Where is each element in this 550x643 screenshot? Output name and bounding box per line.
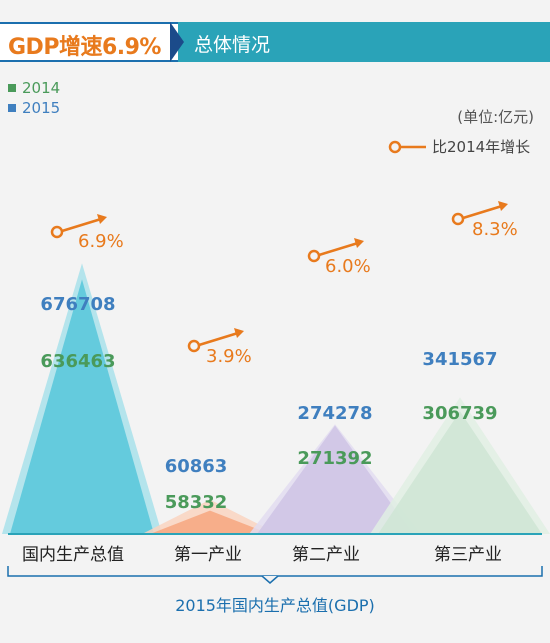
growth-pct-label: 6.9% [78, 231, 124, 252]
growth-arrow-icon [307, 238, 364, 263]
peak-2014-1 [150, 510, 270, 534]
category-label-primary: 第一产业 [174, 545, 242, 565]
footer-bracket-notch [261, 575, 279, 584]
chart-peaks [2, 263, 550, 534]
category-label-secondary: 第二产业 [292, 545, 360, 565]
value-label-2014: 306739 [422, 403, 498, 424]
value-label-2014: 58332 [164, 492, 228, 513]
header-title-box: GDP增速6.9% [0, 22, 178, 62]
growth-arrows [50, 201, 508, 353]
header-title: GDP增速6.9% [8, 35, 161, 60]
header-bar [178, 22, 550, 62]
legend-item-2015: 2015 [8, 98, 60, 118]
legend-label-2015: 2015 [22, 99, 61, 117]
value-label-2015: 274278 [297, 403, 373, 424]
peak-2014-0 [10, 279, 154, 534]
value-label-2015: 60863 [164, 456, 228, 477]
legend-swatch-2014 [8, 84, 16, 92]
footer-bracket [7, 566, 543, 577]
growth-pct-label: 3.9% [206, 346, 252, 367]
unit-label: (单位:亿元) [457, 108, 534, 126]
legend-label-2014: 2014 [22, 79, 61, 97]
header-notch [170, 22, 184, 62]
growth-pct-label: 8.3% [472, 219, 518, 240]
growth-pct-label: 6.0% [325, 256, 371, 277]
growth-legend: 比2014年增长 [388, 136, 530, 157]
value-label-2015: 676708 [40, 294, 116, 315]
header: GDP增速6.9% 总体情况 [0, 22, 550, 62]
peak-2014-3 [378, 411, 542, 534]
value-label-2014: 271392 [297, 448, 373, 469]
value-label-2014: 636463 [40, 351, 116, 372]
growth-arrow-icon [388, 140, 426, 153]
growth-arrow-icon [451, 201, 508, 226]
header-subtitle: 总体情况 [194, 34, 271, 56]
legend-item-2014: 2014 [8, 78, 60, 98]
growth-arrow-icon [50, 214, 107, 239]
peak-2014-2 [257, 425, 413, 534]
category-label-tertiary: 第三产业 [434, 545, 502, 565]
legend-swatch-2015 [8, 104, 16, 112]
value-label-2015: 341567 [422, 349, 498, 370]
growth-legend-label: 比2014年增长 [432, 138, 531, 156]
growth-arrow-icon [187, 328, 244, 353]
footer-title: 2015年国内生产总值(GDP) [175, 596, 375, 615]
category-label-gdp: 国内生产总值 [22, 545, 124, 565]
legend: 2014 2015 [8, 78, 60, 118]
